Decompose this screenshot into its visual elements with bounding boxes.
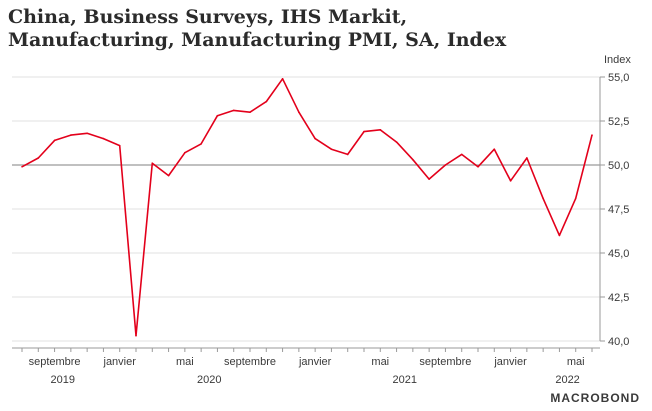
data-point bbox=[526, 157, 528, 159]
data-point bbox=[444, 164, 447, 166]
data-point bbox=[412, 158, 414, 161]
data-point bbox=[86, 132, 88, 135]
data-point bbox=[216, 114, 219, 117]
data-point bbox=[314, 137, 316, 140]
data-point bbox=[118, 144, 121, 147]
data-point bbox=[135, 334, 137, 337]
x-year-label: 2020 bbox=[197, 374, 221, 386]
data-point bbox=[167, 174, 170, 177]
data-point bbox=[346, 153, 349, 156]
data-point bbox=[281, 77, 284, 80]
x-year-label: 2021 bbox=[392, 374, 416, 386]
data-point bbox=[574, 197, 577, 200]
y-tick-label: 42,5 bbox=[608, 292, 629, 304]
x-tick-label: mai bbox=[176, 356, 194, 368]
y-tick-label: 55,0 bbox=[608, 72, 629, 84]
data-point bbox=[542, 197, 544, 200]
data-point bbox=[477, 165, 479, 168]
data-point bbox=[395, 141, 398, 143]
data-point bbox=[363, 130, 365, 133]
data-point bbox=[37, 157, 40, 159]
data-point bbox=[232, 109, 235, 112]
data-point bbox=[53, 139, 56, 142]
series-line bbox=[21, 78, 593, 337]
data-point bbox=[249, 111, 251, 113]
x-axis-ticks: septembre janvier mai septembre janvier mai se… bbox=[21, 348, 593, 386]
data-point bbox=[379, 129, 382, 131]
y-tick-label: 47,5 bbox=[608, 204, 629, 216]
data-point bbox=[493, 148, 496, 150]
data-point bbox=[330, 148, 333, 150]
x-year-label: 2022 bbox=[555, 374, 579, 386]
data-point bbox=[591, 134, 593, 136]
x-tick-label: mai bbox=[567, 356, 585, 368]
data-point bbox=[70, 134, 72, 136]
data-point bbox=[200, 143, 202, 145]
y-tick-label: 52,5 bbox=[608, 116, 629, 128]
data-point bbox=[21, 165, 23, 168]
y-tick-label: 45,0 bbox=[608, 248, 629, 260]
logo-text: MACROBOND bbox=[550, 391, 640, 405]
series-group bbox=[21, 77, 593, 337]
data-point bbox=[558, 234, 561, 237]
y-axis-ticks: 55,0 52,5 50,0 47,5 45,0 42,5 40,0 bbox=[599, 72, 629, 348]
gridlines bbox=[12, 76, 600, 342]
x-tick-label: janvier bbox=[493, 356, 527, 368]
y-tick-label: 50,0 bbox=[608, 160, 629, 172]
y-tick-label: 40,0 bbox=[608, 336, 629, 348]
x-tick-label: mai bbox=[371, 356, 389, 368]
data-point bbox=[184, 151, 186, 154]
y-axis-label: Index bbox=[604, 54, 631, 66]
x-tick-label: septembre bbox=[419, 356, 471, 368]
data-point bbox=[265, 100, 268, 103]
data-point bbox=[428, 178, 430, 180]
x-tick-label: septembre bbox=[29, 356, 81, 368]
macrobond-logo: MACROBOND bbox=[550, 391, 640, 405]
data-point bbox=[298, 111, 300, 113]
x-year-label: 2019 bbox=[50, 374, 74, 386]
chart-title: China, Business Surveys, IHS Markit, Man… bbox=[8, 6, 507, 51]
x-tick-label: janvier bbox=[298, 356, 332, 368]
data-point bbox=[102, 137, 105, 140]
data-point bbox=[460, 153, 463, 156]
data-point bbox=[509, 180, 512, 182]
x-tick-label: septembre bbox=[224, 356, 276, 368]
x-tick-label: janvier bbox=[103, 356, 137, 368]
data-point bbox=[151, 162, 154, 165]
